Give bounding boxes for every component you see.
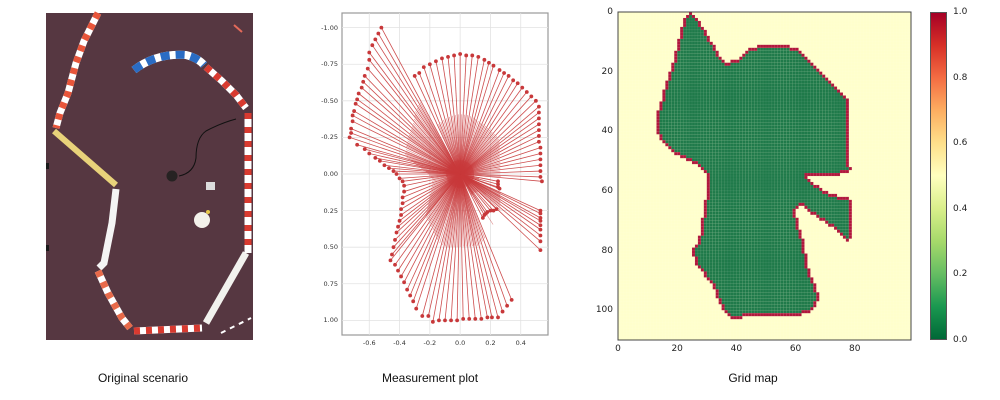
y-tick-label: -0.50 (321, 96, 338, 105)
x-tick-label: 0.2 (485, 339, 496, 347)
colorbar-tick-label: 0.4 (953, 203, 968, 214)
x-tick-label: -0.6 (362, 339, 376, 347)
caption-grid-map: Grid map (728, 371, 778, 385)
measurement-plot (341, 12, 549, 336)
y-tick-label: -0.25 (321, 133, 338, 142)
y-tick-label: 0.50 (323, 243, 338, 252)
colorbar-tick-label: 0.0 (953, 335, 968, 345)
colorbar-tick-label: 0.6 (953, 138, 968, 149)
free-cells (659, 14, 849, 317)
colorbar-tick-label: 1.0 (953, 7, 968, 17)
x-tick-label: 0.0 (454, 339, 466, 347)
x-tick-label: -0.2 (423, 339, 437, 347)
y-tick-label: 1.00 (323, 316, 338, 325)
y-tick-label: 100 (595, 305, 613, 316)
y-tick-label: -1.00 (321, 23, 338, 32)
measurement-plot-canvas (341, 12, 549, 336)
x-tick-label: -0.4 (393, 339, 406, 347)
occupied-cells (656, 12, 852, 320)
measurement-points (347, 25, 544, 324)
y-tick-label: 0.25 (323, 206, 338, 215)
x-tick-label: 60 (789, 344, 802, 354)
x-tick-label: 20 (671, 344, 683, 354)
scenario-photo-drawing (46, 11, 253, 340)
y-tick-label: 0 (607, 7, 613, 17)
y-tick-label: 80 (601, 245, 613, 256)
colorbar (930, 12, 947, 340)
x-tick-label: 0.4 (515, 339, 526, 347)
y-tick-label: 40 (601, 126, 613, 137)
lidar-rays (349, 27, 542, 322)
colorbar-tick-label: 0.8 (953, 72, 968, 83)
grid-map (617, 11, 912, 341)
caption-measurement-plot: Measurement plot (381, 371, 479, 385)
colorbar-tick-label: 0.2 (953, 269, 968, 280)
y-tick-label: 60 (601, 185, 613, 196)
y-tick-label: 20 (601, 66, 613, 77)
x-tick-label: 40 (730, 344, 743, 354)
x-tick-label: 80 (849, 344, 861, 354)
y-tick-label: -0.75 (321, 60, 338, 69)
grid-map-canvas (617, 11, 912, 341)
y-tick-label: 0.00 (323, 170, 338, 178)
y-tick-label: 0.75 (323, 279, 338, 288)
x-tick-label: 0 (615, 344, 621, 354)
scenario-photo (46, 11, 253, 340)
caption-original-scenario: Original scenario (97, 371, 189, 385)
